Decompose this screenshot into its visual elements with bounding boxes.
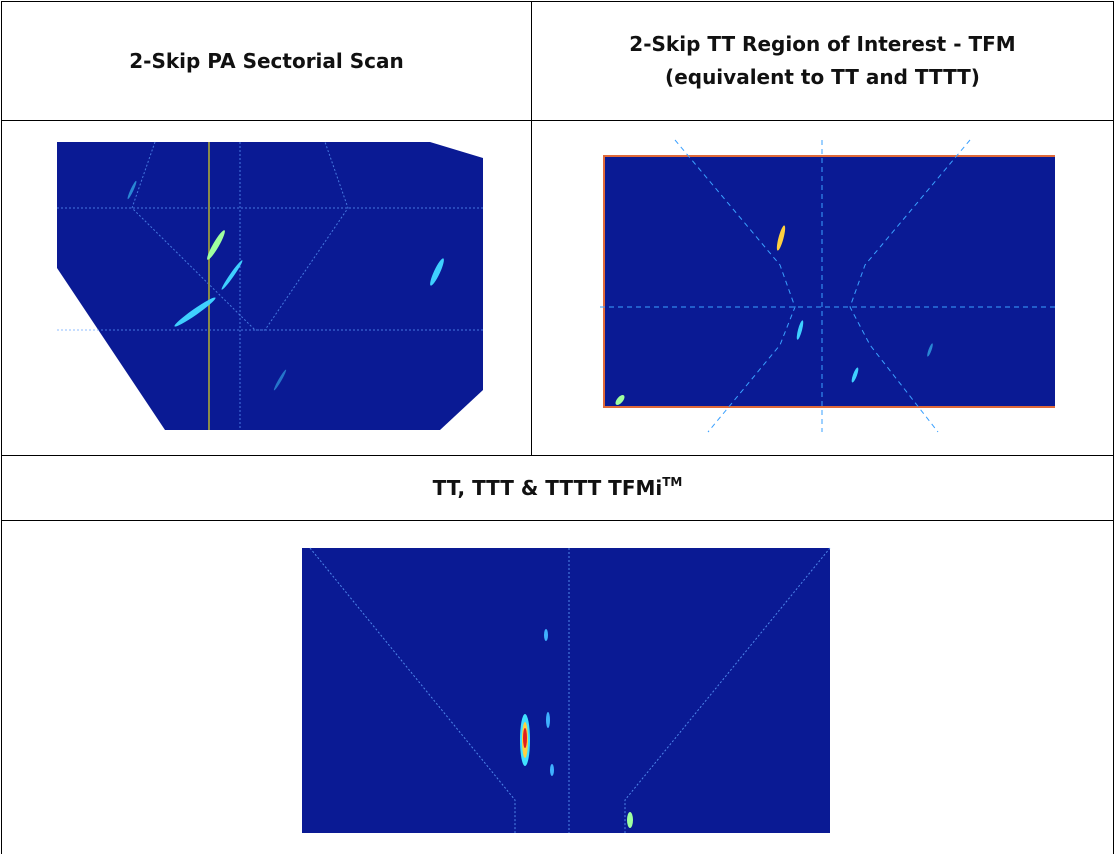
roi-tfm bbox=[600, 140, 1055, 432]
page: {"header": {"left": "2-Skip PA Sectorial… bbox=[0, 0, 1115, 854]
tfmi-image bbox=[302, 548, 830, 833]
sectorial-scan bbox=[57, 142, 483, 430]
scan-images bbox=[0, 0, 1115, 854]
